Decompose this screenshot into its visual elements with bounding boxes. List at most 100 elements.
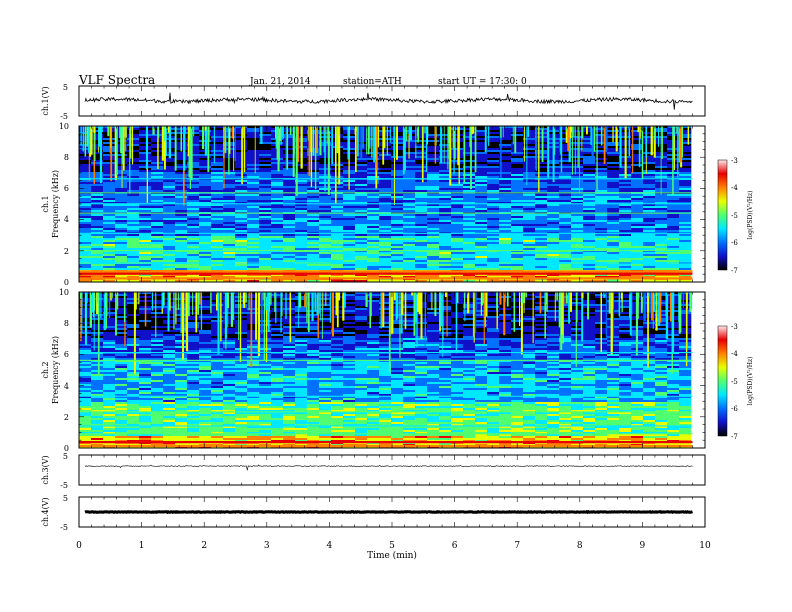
- spectrogram-cell: [367, 184, 380, 187]
- spectrogram-cell: [403, 182, 416, 185]
- spectrogram-cell: [223, 314, 236, 317]
- spectrogram-cell: [415, 160, 428, 163]
- spectrogram-cell: [523, 190, 536, 193]
- spectrogram-cell: [631, 154, 644, 157]
- spectrogram-cell: [391, 164, 404, 167]
- spectrogram-cell: [451, 154, 464, 157]
- sferic-streak: [637, 126, 640, 133]
- spectrogram-cell: [451, 202, 464, 205]
- spectrogram-cell: [499, 204, 512, 207]
- spectrogram-cell: [91, 226, 104, 229]
- spectrogram-cell: [151, 314, 164, 317]
- spectrogram-cell: [427, 206, 440, 209]
- spectrogram-cell: [271, 208, 284, 211]
- spectrogram-cell: [235, 194, 248, 197]
- spectrogram-cell: [259, 158, 272, 161]
- spectrogram-cell: [475, 148, 488, 151]
- spectrogram-cell: [319, 196, 332, 199]
- spectrogram-cell: [595, 152, 608, 155]
- spectrogram-cell: [367, 226, 380, 229]
- spectrogram-cell: [247, 172, 260, 175]
- spectrogram-cell: [403, 158, 416, 161]
- sferic-streak: [86, 126, 88, 147]
- sferic-streak: [408, 126, 410, 159]
- spectrogram-cell: [163, 240, 176, 243]
- spectrogram-cell: [607, 194, 620, 197]
- spectrogram-cell: [415, 130, 428, 133]
- spectrogram-cell: [415, 158, 428, 161]
- spectrogram-cell: [487, 298, 500, 301]
- spectrogram-cell: [523, 252, 536, 255]
- spectrogram-cell: [271, 202, 284, 205]
- spectrogram-cell: [667, 226, 680, 229]
- spectrogram-cell: [367, 264, 380, 267]
- spectrogram-cell: [643, 140, 656, 143]
- spectrogram-cell: [427, 264, 440, 267]
- spectrogram-cell: [319, 210, 332, 213]
- spectrogram-cell: [235, 142, 248, 145]
- spectrogram-cell: [115, 170, 128, 173]
- spectrogram-cell: [583, 316, 596, 319]
- spectrogram-cell: [571, 260, 584, 263]
- spectrogram-cell: [415, 260, 428, 263]
- spectrogram-cell: [151, 138, 164, 141]
- sferic-streak: [443, 126, 445, 164]
- spectrogram-cell: [403, 168, 416, 171]
- spectrogram-cell: [475, 170, 488, 173]
- spectrogram-cell: [439, 216, 452, 219]
- spectrogram-cell: [355, 274, 368, 277]
- spectrogram-cell: [463, 138, 476, 141]
- spectrogram-cell: [511, 254, 524, 257]
- spectrogram-cell: [439, 222, 452, 225]
- spectrogram-cell: [127, 154, 140, 157]
- spectrogram-cell: [571, 136, 584, 139]
- spectrogram-cell: [679, 214, 692, 217]
- spectrogram-cell: [103, 266, 116, 269]
- spectrogram-cell: [175, 174, 188, 177]
- spectrogram-cell: [475, 130, 488, 133]
- spectrogram-cell: [307, 258, 320, 261]
- spectrogram-cell: [187, 160, 200, 163]
- spectrogram-cell: [643, 128, 656, 131]
- spectrogram-cell: [127, 308, 140, 311]
- spectrogram-cell: [223, 260, 236, 263]
- spectrogram-cell: [271, 168, 284, 171]
- spectrogram-cell: [175, 156, 188, 159]
- spectrogram-cell: [451, 190, 464, 193]
- spectrogram-cell: [559, 168, 572, 171]
- spectrogram-cell: [283, 188, 296, 191]
- spectrogram-cell: [451, 274, 464, 277]
- spectrogram-cell: [115, 172, 128, 175]
- spectrogram-cell: [643, 184, 656, 187]
- spectrogram-cell: [91, 182, 104, 185]
- sferic-streak: [80, 126, 82, 146]
- spectrogram-cell: [619, 196, 632, 199]
- spectrogram-cell: [535, 236, 548, 239]
- spectrogram-cell: [667, 234, 680, 237]
- spectrogram-cell: [571, 280, 584, 283]
- spectrogram-cell: [463, 170, 476, 173]
- spectrogram-cell: [343, 276, 356, 279]
- spectrogram-cell: [439, 228, 452, 231]
- spectrogram-cell: [391, 198, 404, 201]
- spectrogram-cell: [283, 152, 296, 155]
- spectrogram-cell: [247, 296, 260, 299]
- spectrogram-cell: [235, 226, 248, 229]
- spectrogram-cell: [127, 208, 140, 211]
- spectrogram-cell: [487, 136, 500, 139]
- spectrogram-cell: [199, 176, 212, 179]
- spectrogram-cell: [439, 236, 452, 239]
- spectrogram-cell: [511, 132, 524, 135]
- sferic-streak: [638, 126, 641, 168]
- spectrogram-cell: [415, 136, 428, 139]
- spectrogram-cell: [619, 194, 632, 197]
- spectrogram-cell: [355, 304, 368, 307]
- spectrogram-cell: [463, 260, 476, 263]
- spectrogram-cell: [475, 246, 488, 249]
- spectrogram-cell: [643, 134, 656, 137]
- spectrogram-cell: [571, 242, 584, 245]
- spectrogram-cell: [151, 276, 164, 279]
- spectrogram-cell: [499, 184, 512, 187]
- spectrogram-cell: [163, 246, 176, 249]
- spectrogram-cell: [679, 218, 692, 221]
